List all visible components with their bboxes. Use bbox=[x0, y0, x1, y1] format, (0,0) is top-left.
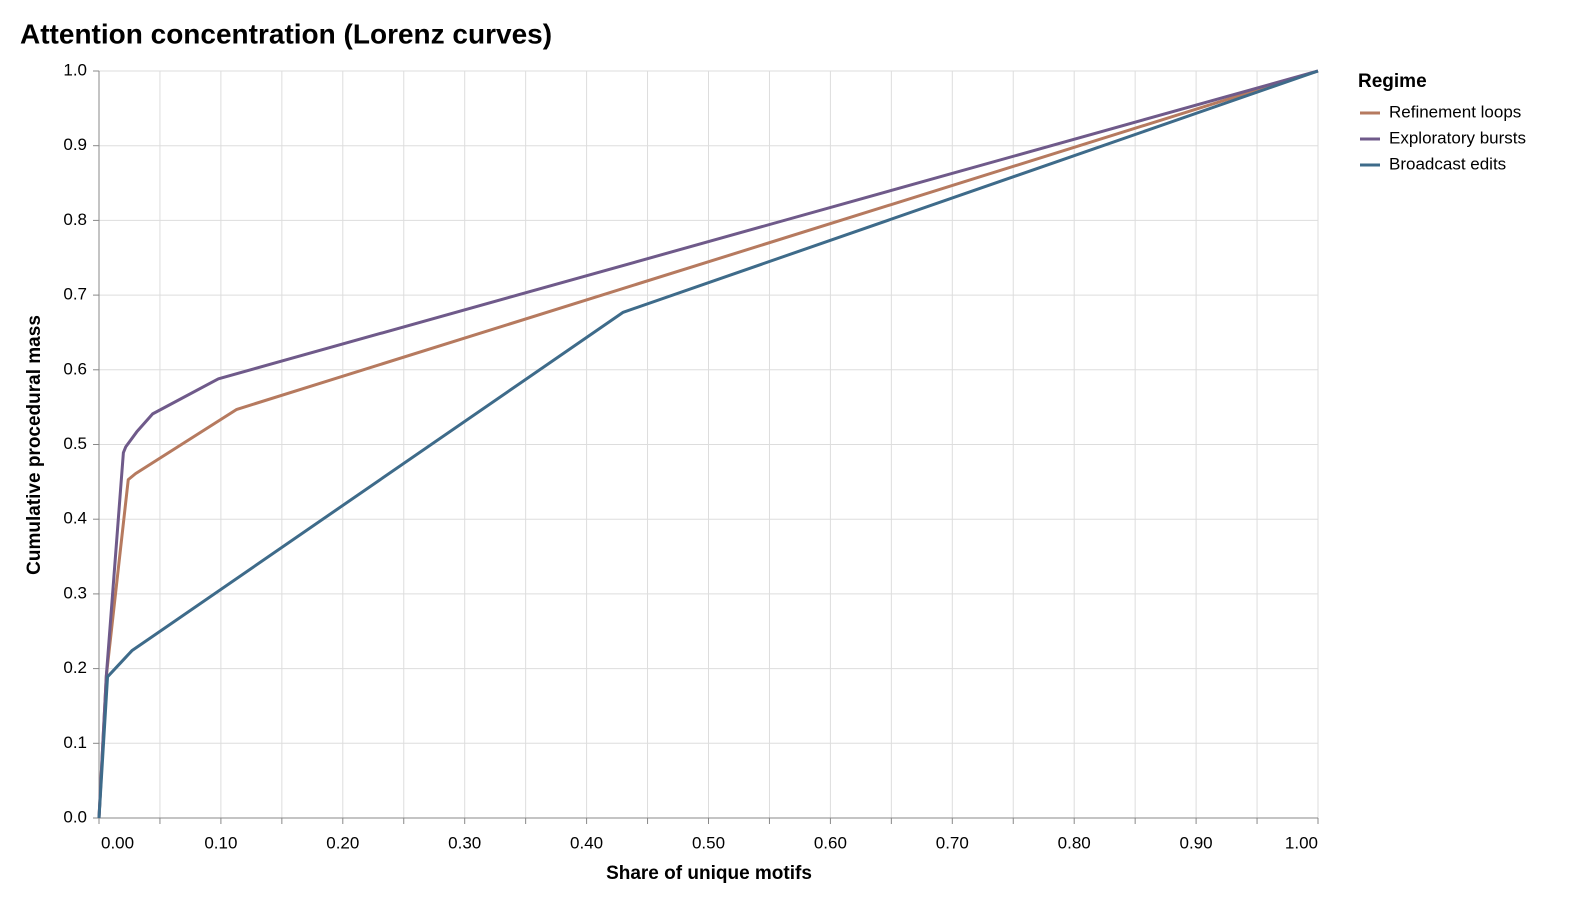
chart-title: Attention concentration (Lorenz curves) bbox=[20, 18, 552, 49]
x-tick-label: 0.00 bbox=[101, 833, 134, 852]
y-tick-label: 0.0 bbox=[63, 807, 87, 826]
x-tick-label: 0.50 bbox=[692, 833, 725, 852]
y-tick-label: 0.9 bbox=[63, 135, 87, 154]
y-tick-label: 0.3 bbox=[63, 583, 87, 602]
legend-label: Broadcast edits bbox=[1389, 154, 1506, 173]
legend-label: Refinement loops bbox=[1389, 102, 1521, 121]
y-axis-label: Cumulative procedural mass bbox=[24, 315, 45, 575]
x-tick-label: 0.60 bbox=[814, 833, 847, 852]
y-tick-label: 0.1 bbox=[63, 733, 87, 752]
y-tick-label: 0.4 bbox=[63, 509, 87, 528]
x-axis-label: Share of unique motifs bbox=[606, 863, 812, 884]
y-tick-label: 0.6 bbox=[63, 359, 87, 378]
x-tick-label: 0.20 bbox=[326, 833, 359, 852]
x-tick-label: 0.80 bbox=[1058, 833, 1091, 852]
x-tick-label: 0.40 bbox=[570, 833, 603, 852]
line bbox=[97, 69, 1319, 819]
legend-title: Regime bbox=[1358, 71, 1427, 92]
line bbox=[97, 69, 1319, 819]
legend-label: Exploratory bursts bbox=[1389, 128, 1526, 147]
x-tick-label: 0.10 bbox=[204, 833, 237, 852]
x-tick-label: 0.70 bbox=[936, 833, 969, 852]
y-tick-label: 0.7 bbox=[63, 285, 87, 304]
y-tick-label: 1.0 bbox=[63, 60, 87, 79]
x-tick-label: 0.90 bbox=[1180, 833, 1213, 852]
y-tick-label: 0.8 bbox=[63, 210, 87, 229]
x-tick-label: 0.30 bbox=[448, 833, 481, 852]
x-tick-label: 1.00 bbox=[1285, 833, 1318, 852]
y-tick-label: 0.2 bbox=[63, 658, 87, 677]
y-tick-label: 0.5 bbox=[63, 434, 87, 453]
